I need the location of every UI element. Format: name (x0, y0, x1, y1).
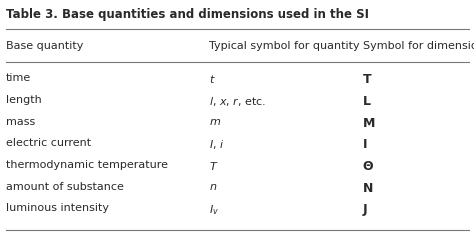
Text: time: time (6, 73, 31, 83)
Text: Table 3. Base quantities and dimensions used in the SI: Table 3. Base quantities and dimensions … (6, 8, 369, 21)
Text: L: L (363, 95, 371, 108)
Text: $l$, $x$, $r$, etc.: $l$, $x$, $r$, etc. (209, 95, 266, 108)
Text: T: T (363, 73, 371, 86)
Text: Symbol for dimension: Symbol for dimension (363, 41, 474, 51)
Text: J: J (363, 203, 367, 216)
Text: length: length (6, 95, 41, 105)
Text: $n$: $n$ (209, 182, 217, 192)
Text: mass: mass (6, 117, 35, 127)
Text: $t$: $t$ (209, 73, 215, 86)
Text: Base quantity: Base quantity (6, 41, 83, 51)
Text: M: M (363, 117, 375, 130)
Text: Typical symbol for quantity: Typical symbol for quantity (209, 41, 359, 51)
Text: Θ: Θ (363, 160, 373, 173)
Text: $I_v$: $I_v$ (209, 203, 219, 217)
Text: N: N (363, 182, 373, 195)
Text: $T$: $T$ (209, 160, 218, 172)
Text: I: I (363, 138, 367, 151)
Text: thermodynamic temperature: thermodynamic temperature (6, 160, 168, 170)
Text: electric current: electric current (6, 138, 91, 148)
Text: $I$, $i$: $I$, $i$ (209, 138, 224, 151)
Text: amount of substance: amount of substance (6, 182, 124, 192)
Text: luminous intensity: luminous intensity (6, 203, 109, 213)
Text: $m$: $m$ (209, 117, 220, 127)
